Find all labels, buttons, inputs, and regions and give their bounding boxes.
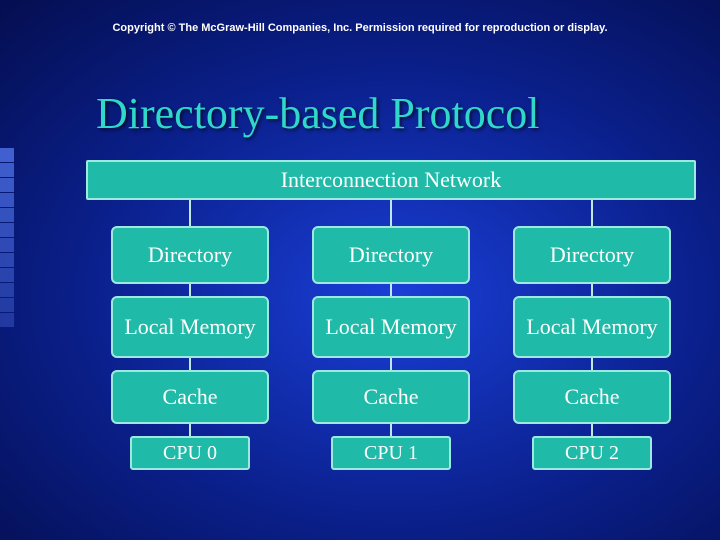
slide-title: Directory-based Protocol [96,88,540,139]
root-node-interconnection: Interconnection Network [86,160,696,200]
copyright-text: Copyright © The McGraw-Hill Companies, I… [0,22,720,34]
connector [189,358,191,370]
connector [390,200,392,226]
connector [189,200,191,226]
cpu-node-2: CPU 2 [532,436,652,470]
cache-node: Cache [111,370,269,424]
column-1: Directory Local Memory Cache CPU 1 [301,200,481,470]
directory-node: Directory [111,226,269,284]
diagram-columns: Directory Local Memory Cache CPU 0 Direc… [86,200,696,470]
local-memory-node: Local Memory [513,296,671,358]
connector [591,284,593,296]
connector [591,424,593,436]
column-0: Directory Local Memory Cache CPU 0 [100,200,280,470]
connector [390,358,392,370]
column-2: Directory Local Memory Cache CPU 2 [502,200,682,470]
cpu-node-0: CPU 0 [130,436,250,470]
connector [189,424,191,436]
connector [390,284,392,296]
connector [591,200,593,226]
side-decoration [0,148,14,328]
cache-node: Cache [312,370,470,424]
cpu-node-1: CPU 1 [331,436,451,470]
connector [591,358,593,370]
connector [189,284,191,296]
connector [390,424,392,436]
protocol-diagram: Interconnection Network Directory Local … [86,160,696,470]
directory-node: Directory [312,226,470,284]
local-memory-node: Local Memory [111,296,269,358]
cache-node: Cache [513,370,671,424]
directory-node: Directory [513,226,671,284]
local-memory-node: Local Memory [312,296,470,358]
